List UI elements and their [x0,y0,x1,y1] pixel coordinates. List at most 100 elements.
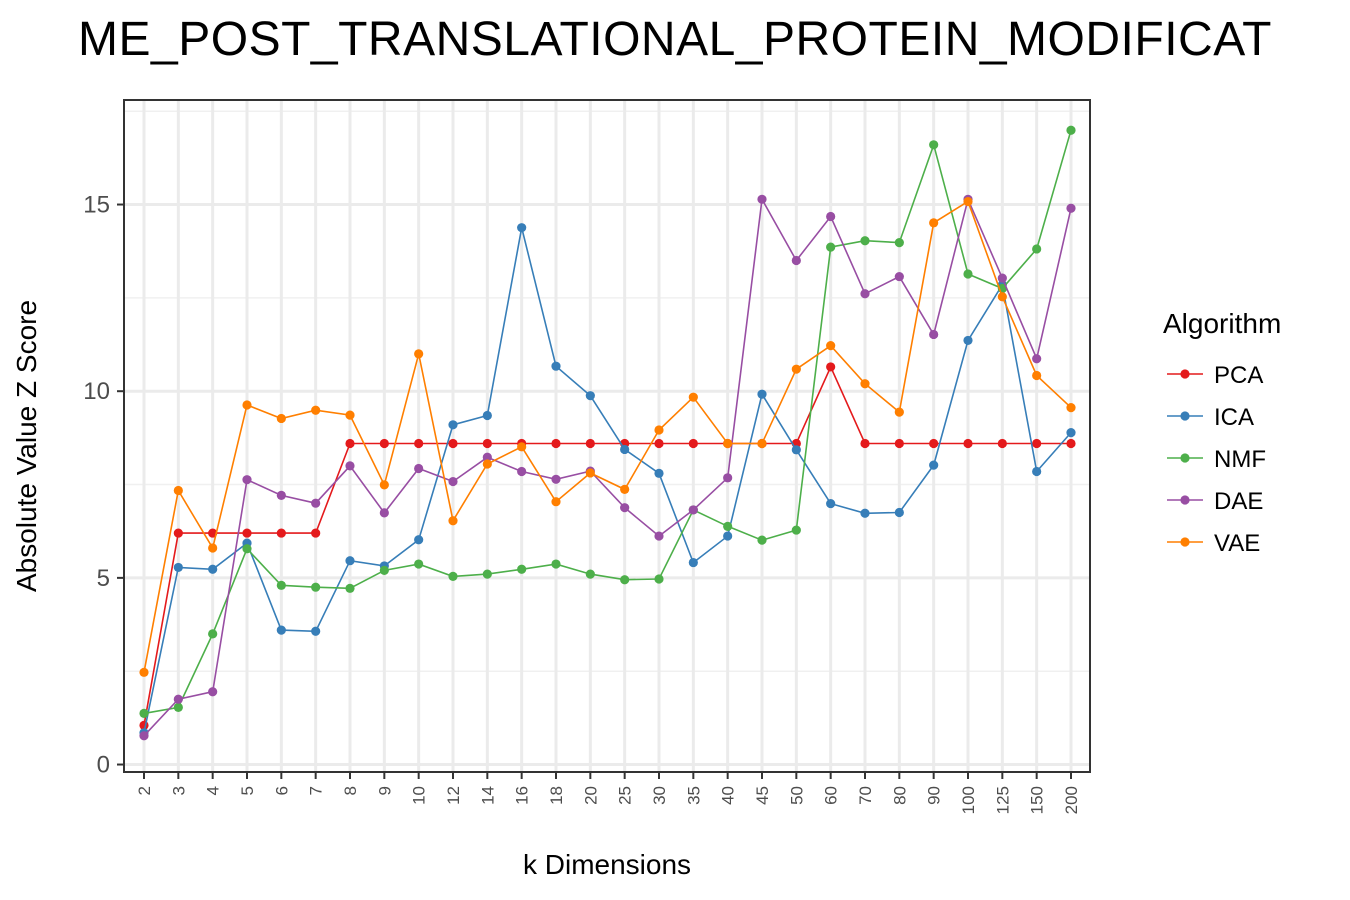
data-point-dae [620,503,630,513]
data-point-pca [1032,438,1042,449]
data-point-vae [1032,370,1042,381]
data-point-ica [208,564,218,574]
y-axis-title: Absolute Value Z Score [11,300,42,592]
data-point-pca [860,438,870,449]
data-point-ica [654,468,664,478]
data-point-nmf [276,580,286,590]
data-point-ica [482,410,492,421]
data-point-ica [585,391,595,401]
data-point-vae [860,379,870,389]
data-point-pca [414,438,424,449]
x-tick-label: 90 [925,786,944,805]
data-point-ica [723,531,733,541]
data-point-pca [482,438,492,449]
data-point-dae [139,731,149,741]
data-point-nmf [379,565,389,576]
data-point-nmf [929,140,939,150]
data-point-vae [963,196,973,207]
data-point-vae [791,364,801,374]
data-point-nmf [173,702,183,713]
data-point-vae [585,468,595,478]
data-point-pca [929,438,939,449]
series-vae [139,196,1076,677]
data-point-nmf [1066,125,1076,135]
data-point-dae [929,329,939,340]
legend-key-point [1180,495,1190,505]
legend-item-ica: ICA [1167,404,1254,431]
data-point-dae [448,476,458,487]
data-point-nmf [1032,244,1042,254]
data-point-dae [379,508,389,518]
data-point-vae [139,667,149,677]
legend-title: Algorithm [1163,308,1281,339]
x-tick-label: 40 [719,786,738,805]
data-point-pca [654,438,664,449]
x-tick-label: 16 [513,786,532,805]
plot-panel-border [123,99,1091,773]
x-tick-label: 9 [375,786,394,795]
data-point-pca [826,362,836,372]
series-dae [139,194,1076,741]
x-tick-label: 20 [581,786,600,805]
data-point-vae [654,425,664,435]
data-point-pca [963,438,973,449]
data-point-nmf [139,708,149,718]
data-point-vae [929,218,939,228]
data-point-ica [688,557,698,568]
series-line-nmf [143,129,1072,715]
data-point-ica [860,508,870,518]
data-point-vae [688,392,698,402]
data-point-dae [1066,203,1076,213]
data-point-pca [311,528,321,538]
data-point-nmf [482,569,492,579]
data-point-dae [208,687,218,697]
legend-key-point [1180,537,1190,547]
data-point-nmf [826,242,836,252]
data-point-pca [448,438,458,449]
data-point-vae [826,341,836,351]
data-point-nmf [860,236,870,246]
legend-label: VAE [1214,530,1260,557]
legend-label: PCA [1214,362,1263,389]
data-point-nmf [517,564,527,574]
data-point-dae [311,498,321,508]
x-tick-label: 6 [272,786,291,795]
data-point-vae [242,400,252,410]
x-tick-label: 18 [547,786,566,805]
data-point-nmf [311,582,321,592]
data-point-nmf [791,525,801,535]
data-point-dae [1032,354,1042,364]
data-point-pca [688,438,698,449]
data-point-ica [345,556,355,566]
data-point-ica [826,498,836,509]
data-point-nmf [345,583,355,593]
legend-key-point [1180,411,1190,421]
data-point-vae [757,438,767,449]
data-point-dae [173,694,183,704]
data-point-ica [791,445,801,455]
data-point-vae [551,497,561,507]
data-point-vae [173,485,183,496]
data-point-dae [242,475,252,485]
legend-item-dae: DAE [1167,488,1263,515]
data-point-pca [379,438,389,449]
data-point-pca [1066,438,1076,449]
x-tick-label: 70 [856,786,875,805]
data-point-dae [791,255,801,266]
data-point-pca [173,528,183,538]
data-point-nmf [723,521,733,531]
data-point-pca [345,438,355,449]
y-tick-label: 10 [83,378,110,405]
data-point-vae [276,413,286,424]
data-point-dae [517,466,527,477]
series-line-dae [143,196,1072,737]
x-tick-label: 10 [410,786,429,805]
x-tick-label: 100 [959,786,978,814]
chart-title: ME_POST_TRANSLATIONAL_PROTEIN_MODIFICAT [78,13,1272,66]
data-point-vae [345,410,355,420]
x-tick-label: 150 [1028,786,1047,814]
data-point-vae [208,543,218,553]
data-point-vae [311,405,321,415]
